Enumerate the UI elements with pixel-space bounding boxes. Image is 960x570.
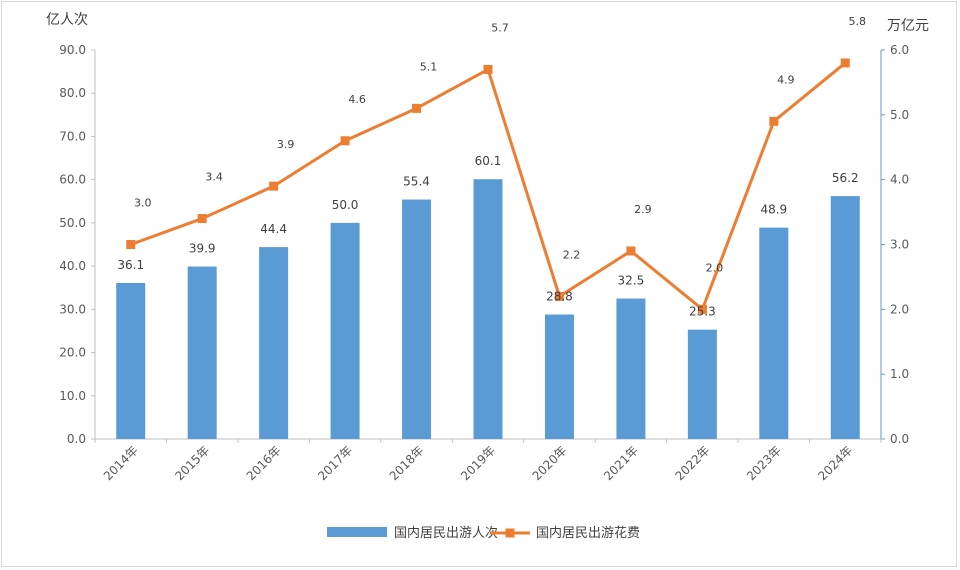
right-axis-unit: 万亿元 <box>887 18 929 34</box>
bar <box>188 267 217 439</box>
bar <box>831 196 860 439</box>
x-tick-label: 2015年 <box>172 443 212 483</box>
bar <box>259 247 288 439</box>
left-tick-label: 50.0 <box>59 216 86 230</box>
left-tick-label: 40.0 <box>59 259 86 273</box>
right-tick-label: 1.0 <box>890 367 909 381</box>
x-tick-label: 2019年 <box>458 443 498 483</box>
bar-data-label: 32.5 <box>618 274 645 288</box>
bar-data-label: 56.2 <box>832 171 859 185</box>
line-data-label: 5.7 <box>491 21 509 34</box>
bar <box>474 179 503 439</box>
x-tick-label: 2014年 <box>101 443 141 483</box>
line-data-label: 5.8 <box>849 15 867 28</box>
bar <box>759 228 788 439</box>
left-tick-label: 0.0 <box>67 432 86 446</box>
left-tick-label: 60.0 <box>59 173 86 187</box>
right-tick-label: 2.0 <box>890 302 909 316</box>
line-data-label: 4.6 <box>348 93 366 106</box>
line-marker <box>126 240 135 249</box>
right-tick-label: 4.0 <box>890 173 909 187</box>
bar <box>402 200 431 439</box>
line-marker <box>412 104 421 113</box>
legend-line-marker <box>506 529 515 538</box>
line-data-label: 2.0 <box>706 261 724 274</box>
line-data-label: 2.2 <box>563 248 581 261</box>
left-tick-label: 90.0 <box>59 43 86 57</box>
bar-data-label: 25.3 <box>689 305 716 319</box>
right-tick-label: 0.0 <box>890 432 909 446</box>
line-marker <box>269 182 278 191</box>
bar-data-label: 48.9 <box>760 203 787 217</box>
bar <box>545 315 574 439</box>
legend-bar-swatch <box>327 527 387 537</box>
bar <box>331 223 360 439</box>
x-tick-label: 2024年 <box>815 443 855 483</box>
bar <box>616 299 645 439</box>
x-tick-label: 2020年 <box>530 443 570 483</box>
line-data-label: 5.1 <box>420 60 438 73</box>
x-tick-label: 2017年 <box>315 443 355 483</box>
x-tick-label: 2021年 <box>601 443 641 483</box>
x-tick-label: 2022年 <box>673 443 713 483</box>
bar-data-label: 36.1 <box>117 258 144 272</box>
line-marker <box>341 136 350 145</box>
x-tick-label: 2016年 <box>244 443 284 483</box>
line-marker <box>769 117 778 126</box>
bar <box>688 330 717 439</box>
bar-data-label: 44.4 <box>260 222 287 236</box>
left-tick-label: 30.0 <box>59 302 86 316</box>
bar-data-label: 28.8 <box>546 290 573 304</box>
left-tick-label: 20.0 <box>59 346 86 360</box>
line-marker <box>198 214 207 223</box>
line-data-label: 2.9 <box>634 203 652 216</box>
legend-bar-label: 国内居民出游人次 <box>394 525 498 541</box>
line-data-label: 3.0 <box>134 197 152 210</box>
legend-line-label: 国内居民出游花费 <box>536 525 640 541</box>
line-data-label: 3.4 <box>205 171 223 184</box>
bar-data-label: 55.4 <box>403 175 430 189</box>
line-marker <box>841 58 850 67</box>
x-tick-label: 2023年 <box>744 443 784 483</box>
line-marker <box>626 246 635 255</box>
line-data-label: 3.9 <box>277 138 295 151</box>
bar <box>116 283 145 439</box>
left-tick-label: 70.0 <box>59 129 86 143</box>
line-marker <box>484 65 493 74</box>
left-axis-unit: 亿人次 <box>46 12 88 28</box>
left-tick-label: 80.0 <box>59 86 86 100</box>
right-tick-label: 6.0 <box>890 43 909 57</box>
bar-data-label: 39.9 <box>189 242 216 256</box>
line-data-label: 4.9 <box>777 73 795 86</box>
x-tick-label: 2018年 <box>387 443 427 483</box>
bar-data-label: 60.1 <box>475 154 502 168</box>
right-tick-label: 3.0 <box>890 238 909 252</box>
right-tick-label: 5.0 <box>890 108 909 122</box>
bar-data-label: 50.0 <box>332 198 359 212</box>
left-tick-label: 10.0 <box>59 389 86 403</box>
